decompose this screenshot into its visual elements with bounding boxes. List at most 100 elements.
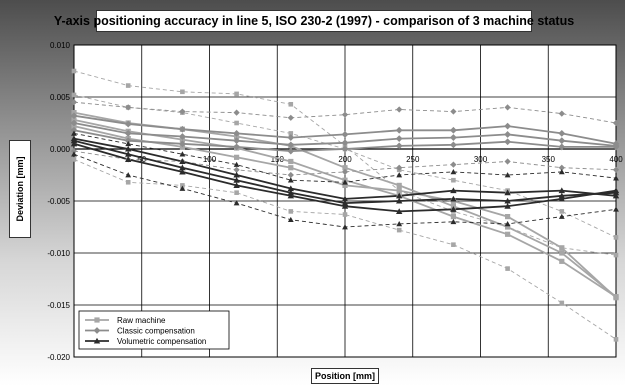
- diamond-marker: [70, 147, 78, 155]
- square-marker: [71, 68, 77, 74]
- diamond-marker: [233, 166, 240, 173]
- triangle-marker: [558, 187, 565, 194]
- triangle-marker: [396, 197, 403, 204]
- square-marker: [559, 300, 565, 306]
- triangle-marker: [71, 130, 77, 136]
- triangle-marker: [287, 177, 294, 183]
- triangle-marker: [70, 137, 78, 144]
- triangle-marker: [396, 208, 403, 214]
- square-marker: [71, 157, 77, 162]
- triangle-marker: [450, 168, 457, 175]
- x-tick-label: 300: [474, 155, 488, 164]
- diamond-marker: [287, 134, 295, 141]
- diamond-marker: [450, 161, 457, 168]
- triangle-marker: [450, 206, 457, 212]
- diamond-marker: [287, 141, 295, 149]
- triangle-marker: [125, 151, 132, 157]
- diamond-marker: [504, 104, 511, 111]
- diamond-marker: [395, 142, 403, 150]
- diamond-marker: [341, 111, 349, 118]
- y-tick-label: 0.000: [50, 145, 71, 154]
- diamond-marker: [558, 110, 565, 117]
- diamond-marker: [504, 131, 511, 138]
- square-marker: [180, 89, 185, 95]
- diamond-marker: [341, 131, 349, 138]
- square-marker: [613, 337, 619, 342]
- square-marker: [234, 154, 240, 160]
- square-marker: [234, 120, 239, 126]
- x-tick-label: 150: [271, 155, 285, 164]
- triangle-marker: [504, 203, 511, 209]
- diamond-marker: [70, 112, 78, 120]
- diamond-marker: [93, 327, 101, 334]
- square-marker: [613, 252, 619, 258]
- square-marker: [288, 209, 294, 214]
- triangle-marker: [612, 187, 620, 194]
- y-tick-label: 0.010: [50, 41, 71, 50]
- triangle-marker: [287, 185, 294, 192]
- y-tick-label: 0.005: [50, 93, 71, 102]
- square-marker: [450, 214, 456, 220]
- square-marker: [288, 101, 294, 107]
- diamond-marker: [504, 122, 511, 130]
- diamond-marker: [179, 133, 186, 140]
- triangle-marker: [613, 206, 619, 212]
- diamond-marker: [124, 130, 132, 137]
- triangle-marker: [558, 168, 565, 175]
- square-marker: [396, 227, 402, 233]
- legend-label: Classic compensation: [117, 327, 195, 336]
- square-marker: [396, 182, 402, 188]
- diamond-marker: [504, 158, 511, 165]
- triangle-marker: [125, 156, 132, 162]
- diamond-marker: [70, 126, 78, 134]
- x-tick-label: 350: [542, 155, 556, 164]
- triangle-marker: [179, 151, 186, 157]
- triangle-marker: [396, 192, 403, 199]
- x-tick-label: 50: [137, 155, 146, 164]
- diamond-marker: [287, 147, 295, 155]
- series-line-raw-4: [73, 158, 617, 340]
- square-marker: [125, 179, 131, 185]
- square-marker: [613, 295, 619, 301]
- diamond-marker: [395, 126, 403, 134]
- x-axis-label: Position [mm]: [311, 368, 379, 384]
- legend-label: Volumetric compensation: [117, 337, 206, 346]
- square-marker: [180, 183, 185, 188]
- series-markers: [70, 68, 620, 342]
- triangle-marker: [341, 195, 349, 202]
- triangle-marker: [504, 220, 511, 227]
- diamond-marker: [450, 126, 457, 134]
- triangle-marker: [233, 200, 240, 206]
- diamond-marker: [395, 135, 403, 142]
- triangle-marker: [504, 172, 511, 178]
- diamond-marker: [341, 139, 349, 147]
- triangle-marker: [341, 203, 349, 209]
- triangle-marker: [179, 164, 186, 171]
- square-marker: [288, 165, 294, 171]
- square-marker: [505, 266, 510, 271]
- diamond-marker: [233, 109, 240, 116]
- triangle-marker: [342, 224, 348, 230]
- triangle-marker: [450, 187, 457, 194]
- diamond-marker: [70, 99, 78, 106]
- x-tick-label: 400: [609, 155, 623, 164]
- triangle-marker: [233, 177, 240, 183]
- triangle-marker: [287, 189, 294, 196]
- square-marker: [234, 190, 239, 195]
- diamond-marker: [124, 137, 132, 145]
- diamond-marker: [341, 168, 349, 175]
- triangle-marker: [179, 185, 186, 191]
- grid-lines: [74, 44, 617, 358]
- triangle-marker: [612, 192, 620, 199]
- triangle-marker: [558, 195, 565, 202]
- square-marker: [505, 231, 511, 237]
- triangle-marker: [341, 199, 349, 206]
- square-marker: [288, 131, 294, 136]
- triangle-marker: [179, 168, 186, 175]
- y-tick-label: -0.005: [47, 197, 70, 206]
- diamond-marker: [612, 166, 620, 173]
- square-marker: [505, 214, 511, 220]
- diamond-marker: [450, 108, 457, 115]
- diamond-marker: [612, 143, 620, 151]
- tick-labels: 0.010 0.005 0.000 -0.005 -0.010 -0.015 -0.020 5…: [47, 41, 623, 362]
